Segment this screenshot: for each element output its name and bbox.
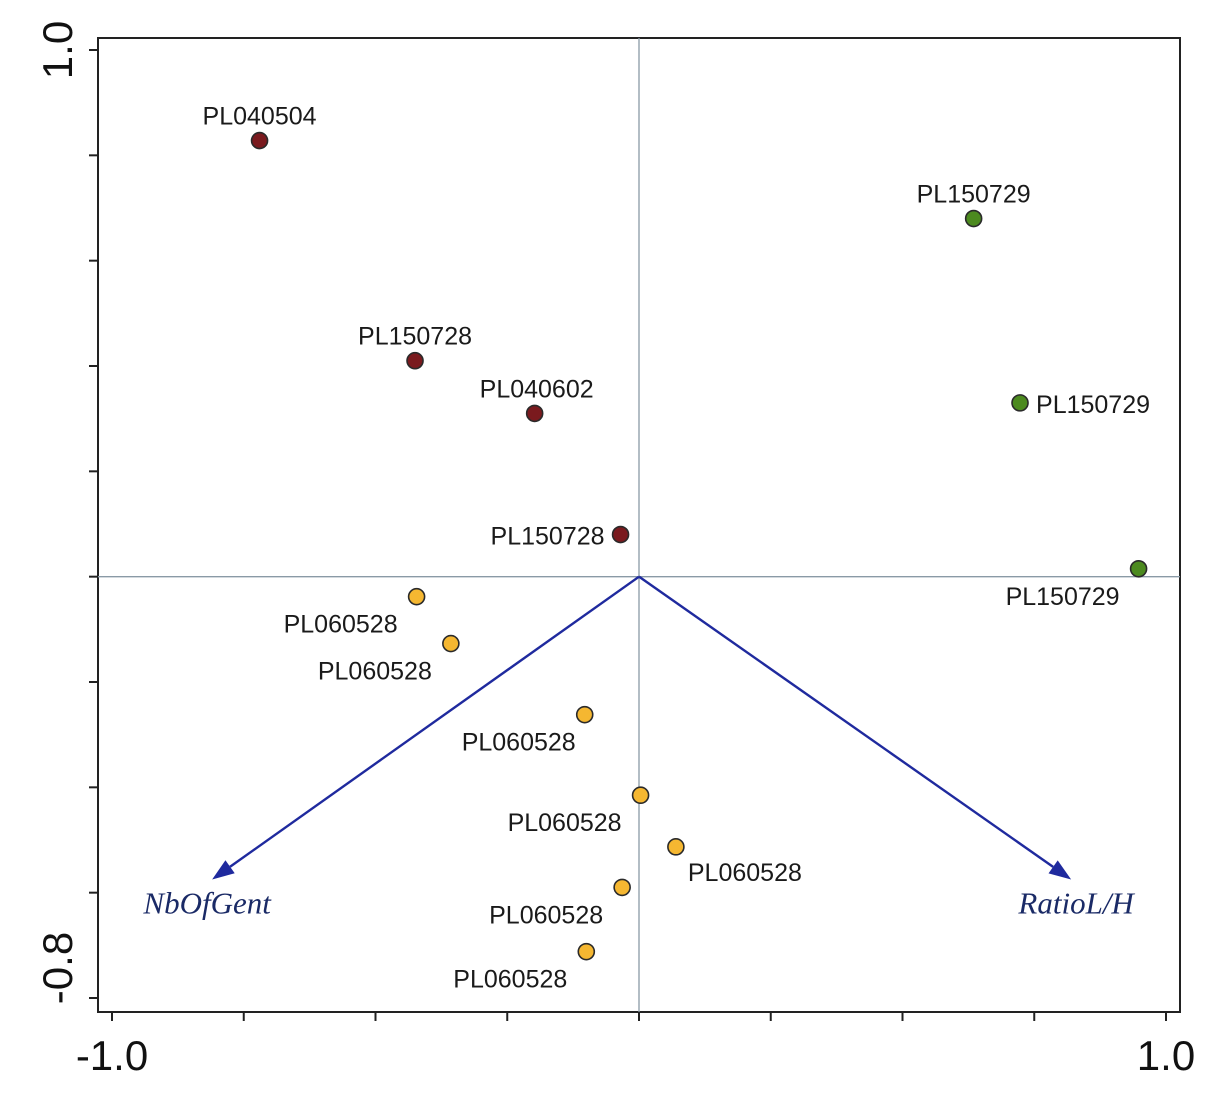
data-point xyxy=(613,878,631,897)
vector-label: NbOfGent xyxy=(142,886,272,921)
vector-line-ratiol-h xyxy=(638,575,1054,868)
x-tick-label-max: 1.0 xyxy=(1137,1032,1195,1079)
point-label: PL060528 xyxy=(453,966,567,994)
sample-points xyxy=(250,131,1148,961)
point-label: PL150728 xyxy=(491,523,605,551)
point-label: PL150729 xyxy=(917,181,1031,209)
point-label: PL060528 xyxy=(318,658,432,686)
y-tick-label-min: -0.8 xyxy=(34,932,81,1004)
point-labels: PL040504 PL150728 PL040602 PL150728 PL150729… xyxy=(203,103,1150,994)
data-point xyxy=(575,705,594,724)
vector-line-nbofgent xyxy=(229,575,640,868)
point-label: PL060528 xyxy=(508,809,622,837)
x-tick-label-min: -1.0 xyxy=(76,1032,148,1079)
data-point xyxy=(1129,559,1148,578)
variable-vectors: NbOfGent RatioL/H xyxy=(142,575,1135,921)
data-point xyxy=(525,404,544,423)
data-point xyxy=(406,351,424,370)
data-point xyxy=(442,634,460,653)
vector-label: RatioL/H xyxy=(1017,886,1135,921)
point-label: PL040504 xyxy=(203,103,317,131)
point-label: PL150729 xyxy=(1006,583,1120,611)
data-point xyxy=(407,587,426,606)
data-point xyxy=(964,209,983,228)
point-label: PL040602 xyxy=(480,375,594,403)
data-point xyxy=(631,786,650,805)
data-point xyxy=(577,942,596,961)
y-tick-label-max: 1.0 xyxy=(34,21,81,79)
point-label: PL060528 xyxy=(284,611,398,639)
point-label: PL150728 xyxy=(358,323,472,351)
point-label: PL060528 xyxy=(688,859,802,887)
data-point xyxy=(1011,394,1029,412)
data-point xyxy=(667,838,685,856)
point-label: PL060528 xyxy=(462,729,576,757)
vector-arrowhead-nbofgent xyxy=(212,860,235,880)
point-label: PL150729 xyxy=(1036,391,1150,419)
data-point xyxy=(611,525,630,544)
point-label: PL060528 xyxy=(489,901,603,929)
data-point xyxy=(250,131,269,150)
axis-ticks: -1.0 1.0 1.0 -0.8 xyxy=(34,21,1195,1079)
vector-arrowhead-ratiol-h xyxy=(1048,860,1072,880)
